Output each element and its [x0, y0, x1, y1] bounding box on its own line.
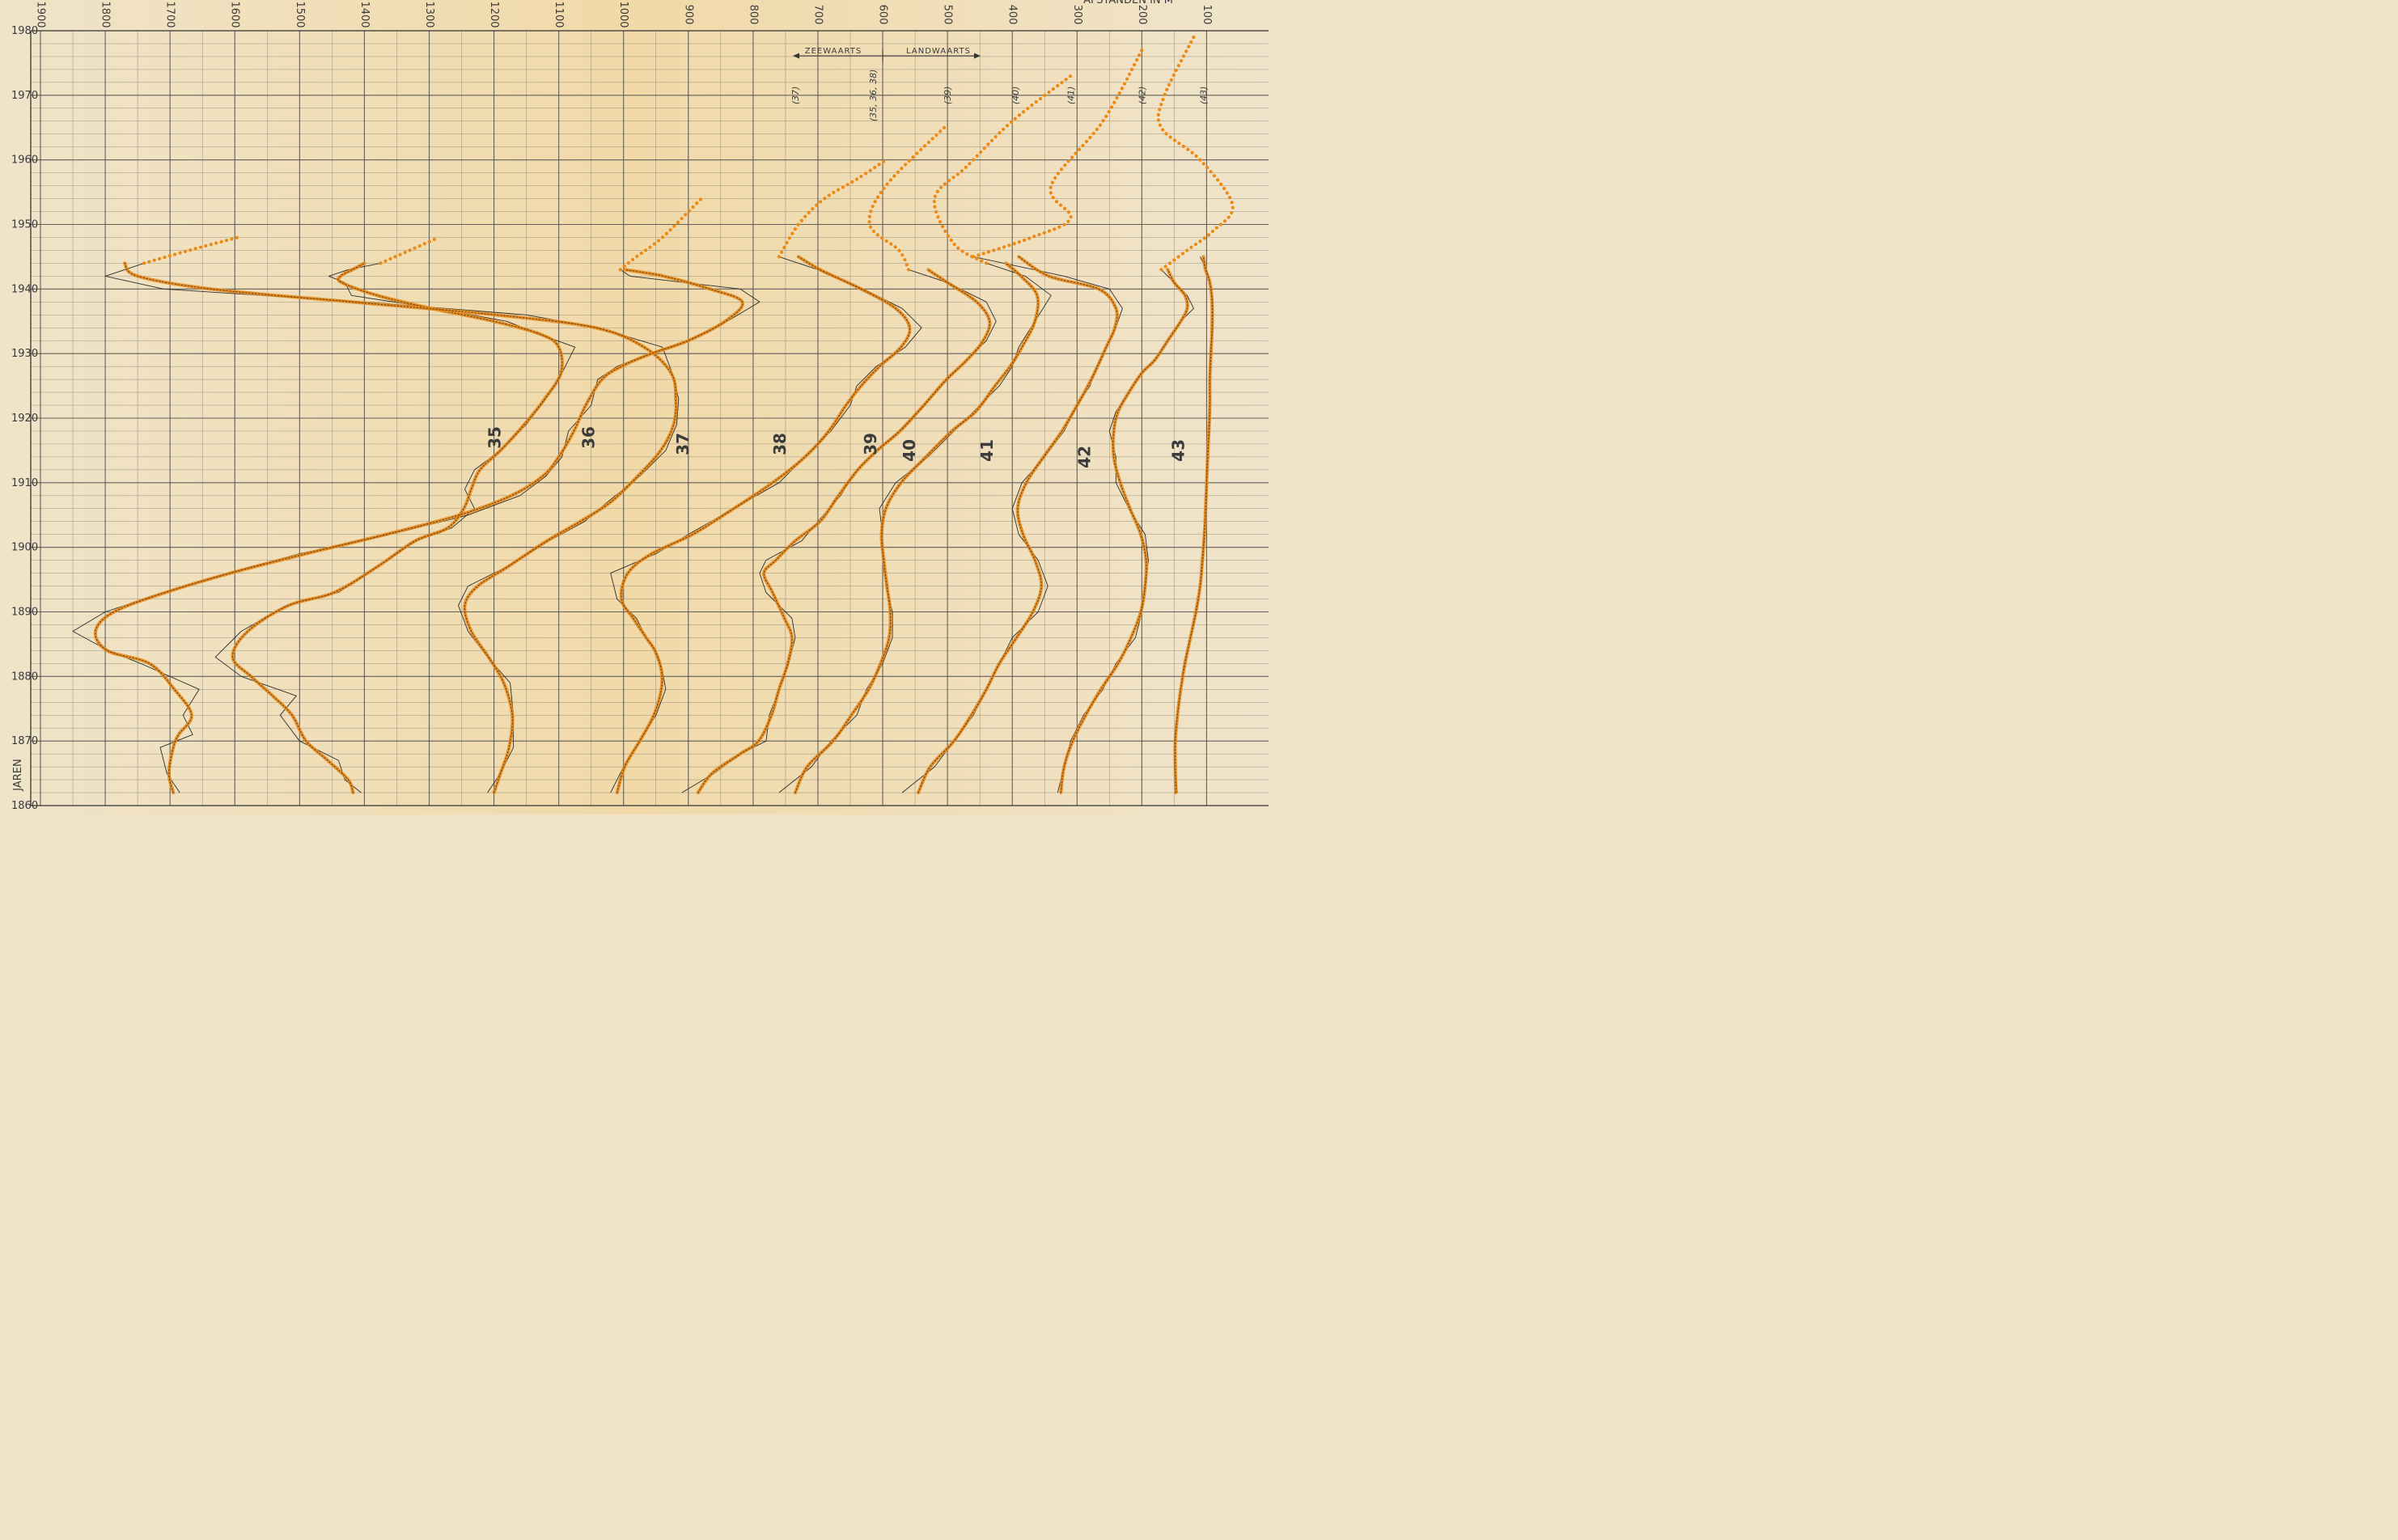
- extrapolation-line-38: [777, 158, 888, 259]
- y-tick-label: 1980: [11, 25, 38, 37]
- x-tick-label: 800: [747, 5, 759, 25]
- y-tick-label: 1930: [11, 348, 38, 360]
- x-tick-label: 900: [682, 5, 694, 25]
- curve-labels: 35 36 37 38 39 40 41 42 43: [485, 426, 1188, 468]
- series-tag-label: (37): [790, 87, 801, 105]
- curve-label-36: 36: [579, 426, 599, 449]
- curve-label-39: 39: [861, 433, 880, 455]
- y-tick-label: 1880: [11, 671, 38, 683]
- x-tick-label: 1800: [100, 1, 112, 28]
- smoothed-line-43: [1173, 255, 1214, 795]
- extrapolation-lines: [142, 35, 1235, 272]
- smoothed-core-37: [95, 269, 744, 793]
- curve-label-37: 37: [673, 433, 693, 455]
- y-tick-label: 1970: [11, 90, 38, 102]
- x-tick-label: 1200: [488, 1, 500, 28]
- curve-label-43: 43: [1168, 439, 1188, 462]
- curve-label-41: 41: [977, 439, 997, 462]
- landward-arrowhead: [974, 53, 981, 59]
- curve-label-35: 35: [485, 426, 505, 449]
- x-tick-label: 1600: [229, 1, 241, 28]
- smoothed-core-42: [1060, 269, 1188, 793]
- observed-line-36: [104, 262, 680, 793]
- series-tag-label: (42): [1137, 87, 1147, 105]
- y-tick-label: 1860: [11, 800, 38, 812]
- extrapolation-line-41: [972, 48, 1144, 259]
- x-tick-label: 1000: [617, 1, 629, 28]
- x-tick-label: 1100: [553, 1, 565, 28]
- extrapolation-line-39: [867, 125, 947, 272]
- y-tick-label: 1940: [11, 283, 38, 295]
- y-tick-label: 1870: [11, 735, 38, 747]
- x-tick-label: 500: [942, 5, 954, 25]
- landward-label: LANDWAARTS: [906, 47, 971, 56]
- series-tag-label: (40): [1010, 87, 1021, 105]
- x-tick-label: 200: [1136, 5, 1148, 25]
- extrapolation-line-35: [379, 235, 441, 265]
- y-tick-label: 1920: [11, 412, 38, 425]
- extrapolation-line-40: [932, 74, 1073, 265]
- extrapolation-line-42: [1156, 35, 1235, 272]
- x-tick-label: 400: [1006, 5, 1019, 25]
- y-tick-label: 1910: [11, 477, 38, 489]
- extrapolation-line-37: [618, 197, 703, 272]
- seaward-label: ZEEWAARTS: [805, 47, 862, 56]
- series-tag-label: (35, 36, 38): [868, 70, 879, 122]
- y-tick-label: 1950: [11, 219, 38, 231]
- y-tick-label: 1960: [11, 154, 38, 167]
- y-tick-label: 1900: [11, 542, 38, 554]
- x-tick-label: 1400: [358, 1, 371, 28]
- y-axis-label: JAREN: [12, 759, 24, 791]
- x-tick-label: 700: [811, 5, 824, 25]
- smoothed-core-39: [697, 269, 990, 793]
- x-tick-label: 300: [1071, 5, 1083, 25]
- x-tick-label: 1700: [164, 1, 176, 28]
- curve-label-40: 40: [900, 439, 919, 462]
- smoothed-core-41: [917, 256, 1118, 793]
- x-tick-label: 1500: [294, 1, 306, 28]
- smoothed-core-40: [794, 262, 1039, 793]
- curve-label-38: 38: [770, 433, 790, 455]
- series-tag-label: (41): [1066, 87, 1076, 105]
- x-tick-label: 1300: [423, 1, 435, 28]
- smoothed-core-38: [616, 256, 911, 793]
- series-tag-label: (39): [943, 87, 953, 105]
- x-tick-label: 1900: [35, 1, 47, 28]
- x-axis-header: AFSTANDEN IN M: [1083, 0, 1173, 6]
- extrapolation-line-36: [142, 235, 240, 265]
- x-tick-label: 600: [877, 5, 889, 25]
- annotations: ZEEWAARTS LANDWAARTS (37) (35, 36, 38) (39) (…: [790, 47, 1210, 121]
- axes: 1900 1800 1700 1600 1500 1400 1300 1200 1100 1000…: [11, 0, 1269, 812]
- chart-canvas: 1900 1800 1700 1600 1500 1400 1300 1200 1100 1000…: [0, 0, 1269, 814]
- seaward-arrowhead: [793, 53, 799, 59]
- curve-label-42: 42: [1074, 446, 1094, 468]
- y-tick-label: 1890: [11, 607, 38, 619]
- series-tag-label: (43): [1198, 87, 1209, 105]
- smoothed-lines: [93, 255, 1214, 795]
- x-tick-label: 100: [1201, 5, 1213, 25]
- smoothed-line-36: [123, 261, 678, 795]
- paper-background: [0, 0, 1269, 814]
